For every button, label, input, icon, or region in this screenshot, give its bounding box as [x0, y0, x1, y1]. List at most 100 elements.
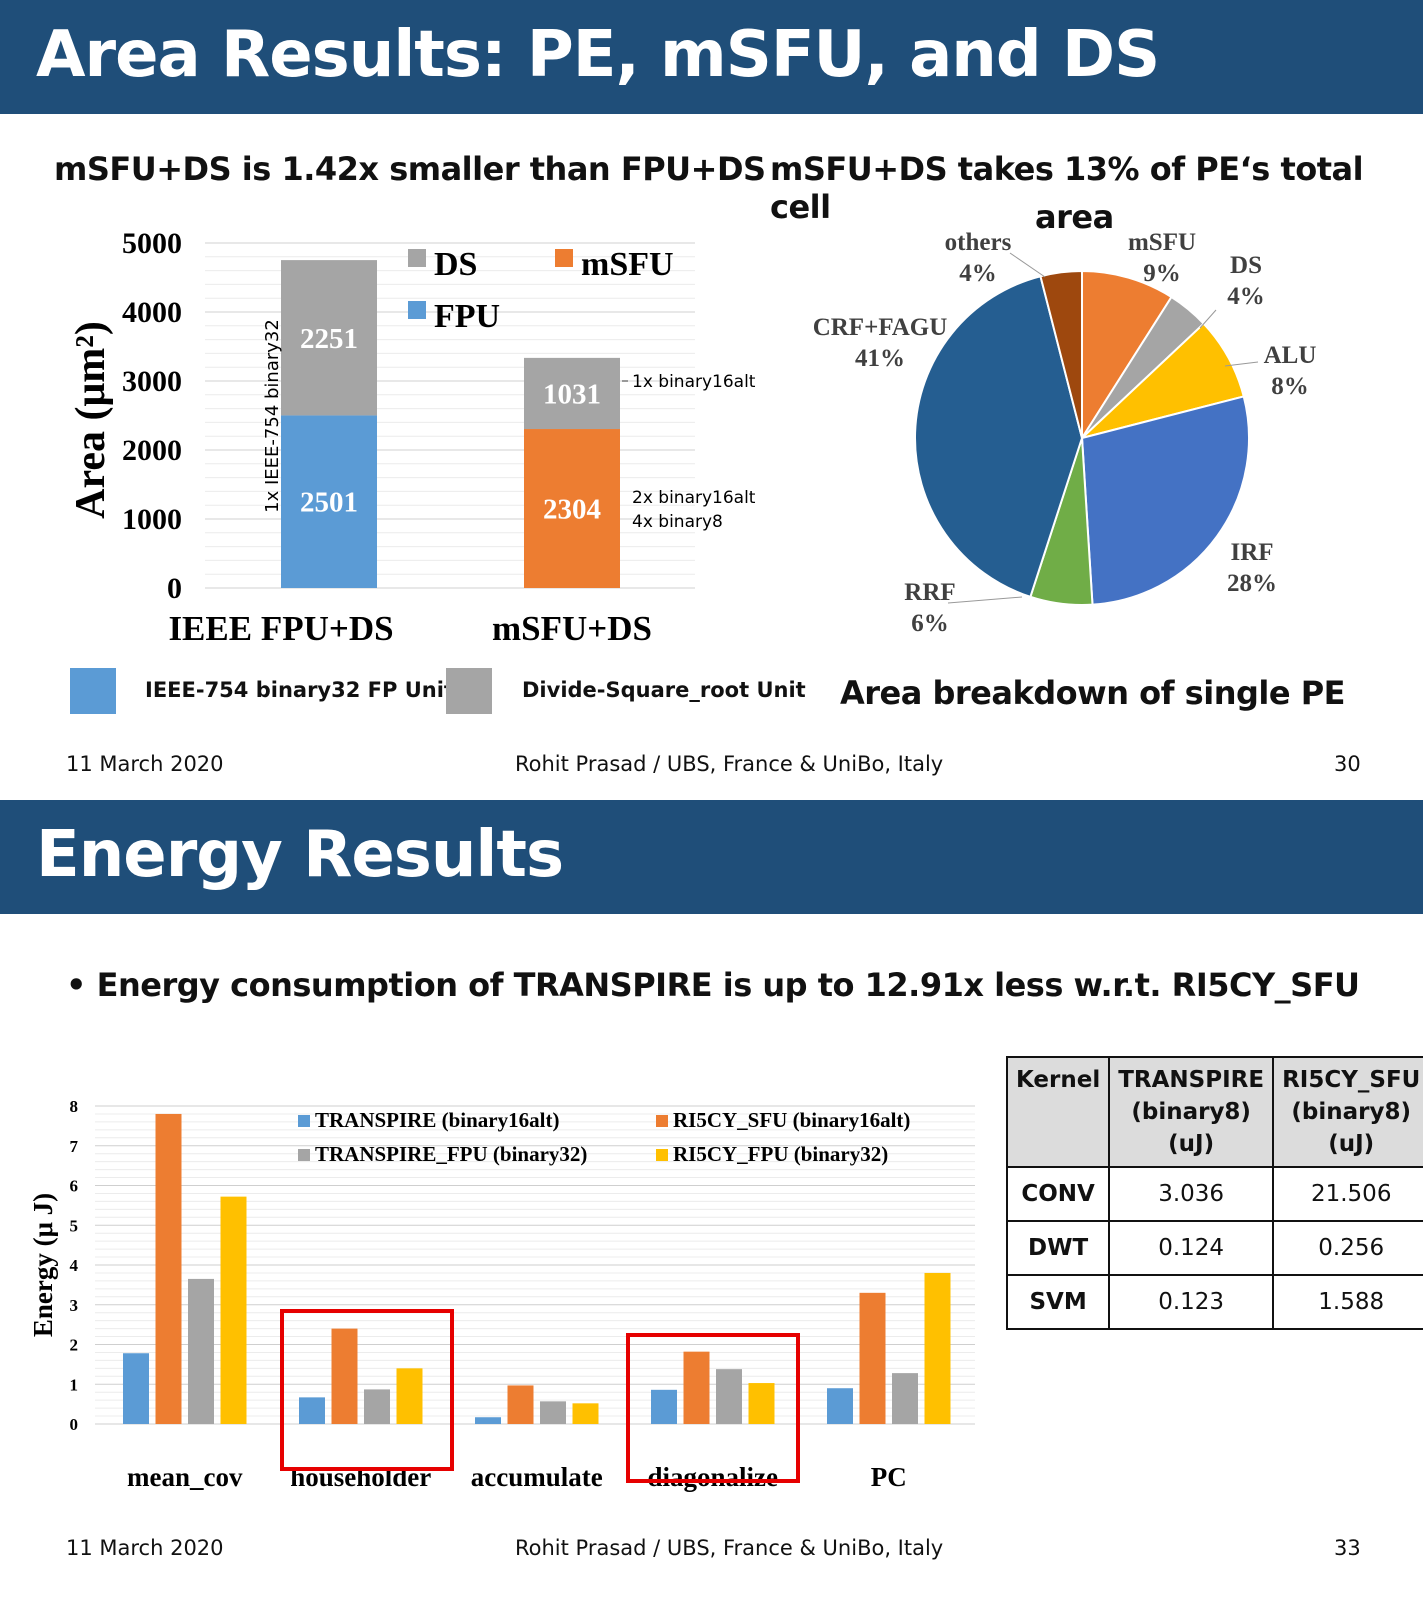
- bar: [924, 1272, 951, 1424]
- y-tick-label: 6: [70, 1177, 79, 1196]
- y-tick-label: 4: [70, 1256, 79, 1275]
- legend-swatch: [656, 1115, 668, 1127]
- footer-date: 11 March 2020: [66, 752, 224, 776]
- legend-label: FPU: [434, 298, 500, 335]
- y-axis-label: Energy (μ J): [28, 1193, 58, 1337]
- table-row: DWT 0.124 0.256: [1005, 1220, 1423, 1276]
- bullet-icon: •: [66, 966, 97, 1004]
- y-tick-label: 3000: [122, 365, 182, 398]
- x-category-label: accumulate: [471, 1462, 603, 1492]
- leader-line: [1224, 361, 1259, 367]
- legend-label: DS: [434, 246, 477, 283]
- slice-percent-label: 6%: [911, 610, 949, 637]
- slice-name-label: RRF: [904, 579, 955, 606]
- annotation-top: 1x binary16alt: [632, 372, 756, 392]
- legend-ds-unit-label: Divide-Square_root Unit: [522, 678, 806, 702]
- leader-line: [1199, 309, 1217, 329]
- pie-slice: [914, 275, 1084, 599]
- footer-date: 11 March 2020: [66, 1536, 224, 1560]
- table-header-row: Kernel TRANSPIRE (binary8) (uJ) RI5CY_SF…: [1005, 1056, 1423, 1168]
- bar: [331, 1328, 358, 1424]
- bullet-point: • Energy consumption of TRANSPIRE is up …: [66, 966, 1360, 1004]
- header-transpire-line1: TRANSPIRE: [1118, 1067, 1265, 1093]
- table-cell-ri5cy: 21.506: [1272, 1166, 1423, 1222]
- header-ri5cy-line3: (uJ): [1328, 1131, 1375, 1157]
- slice-name-label: ALU: [1264, 342, 1317, 369]
- y-tick-label: 1: [70, 1375, 79, 1394]
- legend-label: TRANSPIRE (binary16alt): [315, 1108, 559, 1132]
- header-transpire: TRANSPIRE (binary8) (uJ): [1108, 1056, 1275, 1168]
- bar: [748, 1383, 775, 1424]
- title-banner: Area Results: PE, mSFU, and DS: [0, 0, 1423, 114]
- legend-fp-unit-label: IEEE-754 binary32 FP Unit: [145, 678, 454, 702]
- header-kernel: Kernel: [1005, 1056, 1111, 1168]
- y-tick-label: 0: [167, 572, 182, 605]
- bar: [859, 1292, 886, 1424]
- bar: [299, 1397, 325, 1424]
- highlight-box-householder: [280, 1309, 454, 1471]
- header-kernel-text: Kernel: [1016, 1067, 1101, 1093]
- y-tick-label: 3: [70, 1296, 79, 1315]
- data-label: 2501: [300, 487, 358, 519]
- legend-ds-unit-swatch: [446, 668, 492, 714]
- bar-segment: [524, 429, 620, 588]
- table-cell-kernel: CONV: [1005, 1166, 1111, 1222]
- legend-label: mSFU: [581, 246, 674, 283]
- bar: [364, 1389, 390, 1424]
- y-axis-label: Area (μm²): [68, 321, 114, 519]
- pie-caption: Area breakdown of single PE: [840, 674, 1346, 712]
- table-cell-kernel: SVM: [1005, 1274, 1111, 1330]
- data-label: 2304: [543, 494, 601, 526]
- x-category-label: PC: [871, 1462, 907, 1492]
- table-row: CONV 3.036 21.506: [1005, 1166, 1423, 1222]
- slice-percent-label: 8%: [1271, 373, 1309, 400]
- table-cell-transpire: 0.124: [1108, 1220, 1275, 1276]
- bar: [220, 1196, 247, 1424]
- slice-percent-label: 28%: [1227, 570, 1277, 597]
- table-row: SVM 0.123 1.588: [1005, 1274, 1423, 1330]
- right-heading-line1: mSFU+DS takes 13% of PE‘s total cell: [770, 150, 1364, 226]
- right-heading-line2: area: [1035, 198, 1114, 236]
- y-tick-label: 7: [70, 1137, 79, 1156]
- footer-page-number: 30: [1334, 752, 1361, 776]
- bar: [507, 1385, 534, 1424]
- y-tick-label: 1000: [122, 503, 182, 536]
- y-tick-label: 2: [70, 1336, 79, 1355]
- x-category-label: mean_cov: [127, 1462, 243, 1492]
- annotation-bottom-line1: 2x binary16alt: [632, 488, 756, 508]
- bar: [475, 1417, 501, 1424]
- table-cell-kernel: DWT: [1005, 1220, 1111, 1276]
- header-ri5cy-sfu: RI5CY_SFU (binary8) (uJ): [1272, 1056, 1423, 1168]
- data-label: 2251: [300, 323, 358, 355]
- x-category-label: mSFU+DS: [492, 609, 652, 648]
- bullet-text: Energy consumption of TRANSPIRE is up to…: [96, 966, 1360, 1004]
- legend-label: TRANSPIRE_FPU (binary32): [315, 1142, 587, 1166]
- slice-name-label: IRF: [1230, 539, 1273, 566]
- footer-page-number: 33: [1334, 1536, 1361, 1560]
- slice-name-label: mSFU: [1128, 229, 1196, 256]
- y-tick-label: 8: [70, 1097, 79, 1116]
- table-cell-ri5cy: 0.256: [1272, 1220, 1423, 1276]
- slice-percent-label: 4%: [959, 260, 997, 287]
- title-banner: Energy Results: [0, 800, 1423, 914]
- footer-author: Rohit Prasad / UBS, France & UniBo, Ital…: [515, 752, 944, 776]
- leader-line: [947, 596, 1023, 604]
- legend-swatch: [408, 249, 426, 267]
- legend-fp-unit-swatch: [70, 668, 116, 714]
- bar: [827, 1388, 853, 1424]
- bar: [396, 1368, 423, 1424]
- bar-segment: [281, 415, 377, 588]
- legend-swatch: [656, 1149, 668, 1161]
- slice-name-label: CRF+FAGU: [813, 314, 948, 341]
- bar: [892, 1373, 918, 1424]
- header-ri5cy-line2: (binary8): [1291, 1099, 1412, 1125]
- y-tick-label: 5: [70, 1216, 79, 1235]
- legend-swatch: [298, 1115, 310, 1127]
- area-stacked-bar-chart: 0 1000 2000 3000 4000 5000 Area (μm²) 2501 2251 I…: [68, 227, 756, 648]
- left-heading: mSFU+DS is 1.42x smaller than FPU+DS: [54, 150, 766, 188]
- slide-title: Energy Results: [36, 818, 564, 892]
- bar: [188, 1278, 214, 1424]
- y-tick-label: 5000: [122, 227, 182, 260]
- bar-segment: [281, 260, 377, 416]
